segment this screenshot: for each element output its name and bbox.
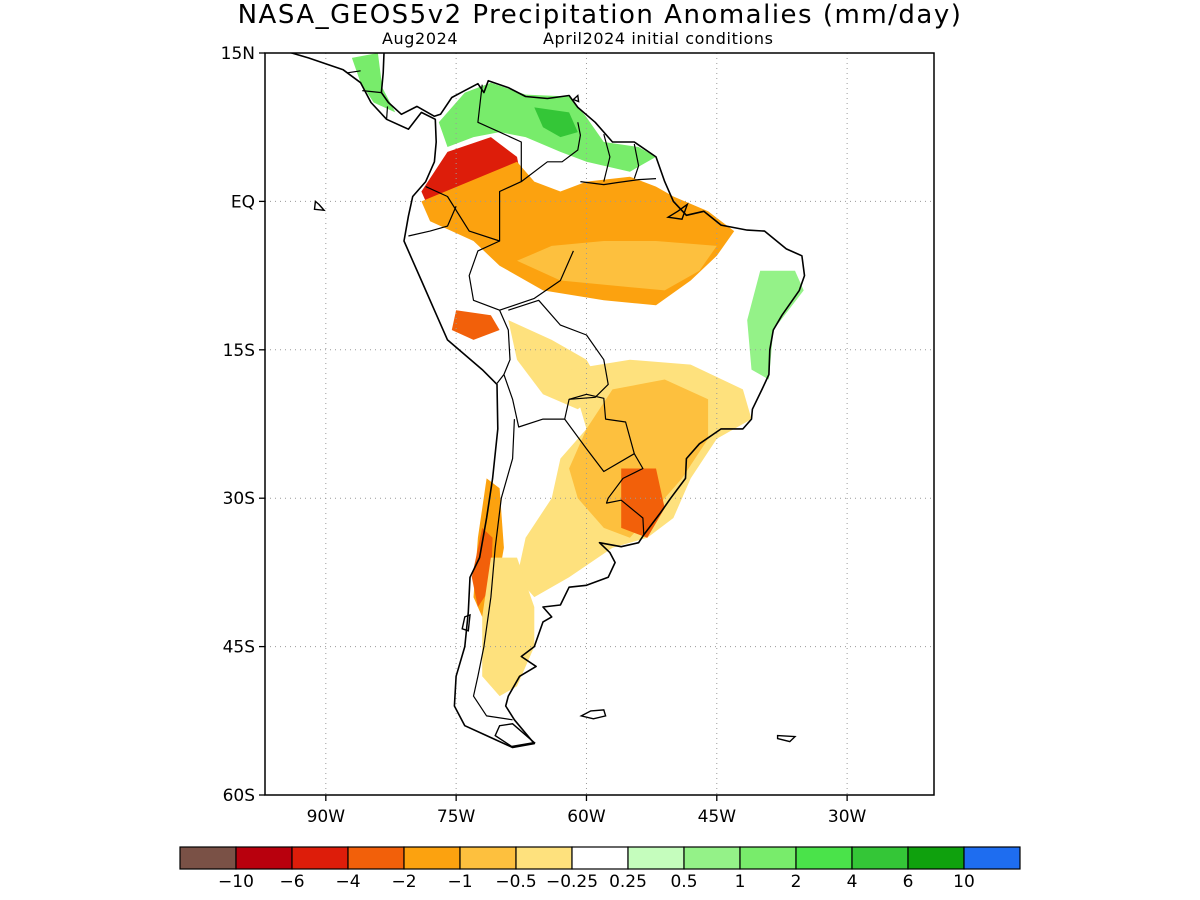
national-border: [603, 133, 611, 182]
colorbar-swatch: [739, 846, 797, 870]
colorbar-label: −10: [218, 872, 254, 892]
national-border: [347, 70, 361, 74]
lon-tick-label: 60W: [567, 807, 606, 827]
anomaly-amazon-orange: [421, 161, 735, 306]
national-border: [408, 206, 457, 237]
lat-tick-label: 60S: [223, 786, 255, 806]
colorbar-swatch: [571, 846, 629, 870]
colorbar-label: −1: [447, 872, 473, 892]
national-border: [362, 90, 382, 94]
lat-tick-label: EQ: [231, 192, 255, 212]
national-border: [425, 84, 522, 242]
south-america-coastline: [288, 53, 806, 749]
colorbar-label: −0.5: [495, 872, 537, 892]
colorbar-swatch: [235, 846, 293, 870]
colorbar-swatch: [347, 846, 405, 870]
anomaly-venezuela-guyana-green: [534, 107, 578, 138]
colorbar-swatch: [851, 846, 909, 870]
national-border: [605, 453, 645, 535]
colorbar-swatch: [515, 846, 573, 870]
colorbar-swatch: [683, 846, 741, 870]
colorbar: [179, 846, 1021, 870]
valid-month: Aug2024: [382, 29, 459, 48]
colorbar-swatch: [179, 846, 237, 870]
lon-tick-label: 30W: [828, 807, 867, 827]
colorbar-label: −6: [279, 872, 305, 892]
national-border: [520, 122, 581, 183]
colorbar-label: 0.5: [670, 872, 698, 892]
island: [776, 734, 797, 743]
colorbar-label: −2: [391, 872, 417, 892]
colorbar-swatch: [291, 846, 349, 870]
colorbar-swatch: [459, 846, 517, 870]
colorbar-swatch: [627, 846, 685, 870]
national-border: [580, 178, 657, 186]
island: [666, 202, 689, 220]
lat-tick-label: 45S: [223, 638, 255, 658]
anomaly-amazon-light-orange: [517, 241, 717, 291]
colorbar-label: 2: [790, 872, 802, 892]
lon-tick-label: 45W: [698, 807, 737, 827]
lat-tick-label: 30S: [223, 489, 255, 509]
national-border: [386, 106, 389, 120]
anomaly-patagonia-yellow: [482, 557, 535, 697]
national-border: [633, 143, 640, 179]
lon-tick-label: 75W: [437, 807, 476, 827]
lon-tick-label: 90W: [307, 807, 346, 827]
island: [461, 613, 471, 632]
colorbar-swatch: [403, 846, 461, 870]
anomaly-peru-orange: [451, 310, 500, 340]
lat-tick-label: 15S: [223, 341, 255, 361]
lat-tick-label: 15N: [221, 44, 255, 64]
colorbar-label: 10: [953, 872, 975, 892]
island: [494, 723, 536, 748]
colorbar-swatch: [907, 846, 965, 870]
coastlines-and-borders: [288, 53, 806, 749]
national-border: [472, 419, 515, 721]
map-title: NASA_GEOS5v2 Precipitation Anomalies (mm…: [237, 0, 963, 30]
map-frame: [264, 52, 935, 796]
national-border: [499, 250, 574, 311]
island: [579, 709, 607, 720]
colorbar-label: 6: [902, 872, 914, 892]
island: [572, 94, 580, 103]
colorbar-label: 0.25: [609, 872, 647, 892]
national-border: [503, 299, 609, 428]
initial-conditions: April2024 initial conditions: [543, 29, 774, 48]
grid-lines: [265, 52, 934, 796]
colorbar-swatch: [963, 846, 1021, 870]
island: [313, 200, 326, 212]
colorbar-label: −4: [335, 872, 361, 892]
colorbar-label: −0.25: [545, 872, 599, 892]
colorbar-swatch: [795, 846, 853, 870]
colorbar-label: 4: [846, 872, 858, 892]
colorbar-label: 1: [734, 872, 746, 892]
axes: 15N EQ 15S 30S 45S 60S 90W 75W 60W 45W 30W: [221, 44, 867, 827]
anomaly-south-brazil-orange: [569, 379, 709, 538]
national-border: [564, 393, 635, 473]
